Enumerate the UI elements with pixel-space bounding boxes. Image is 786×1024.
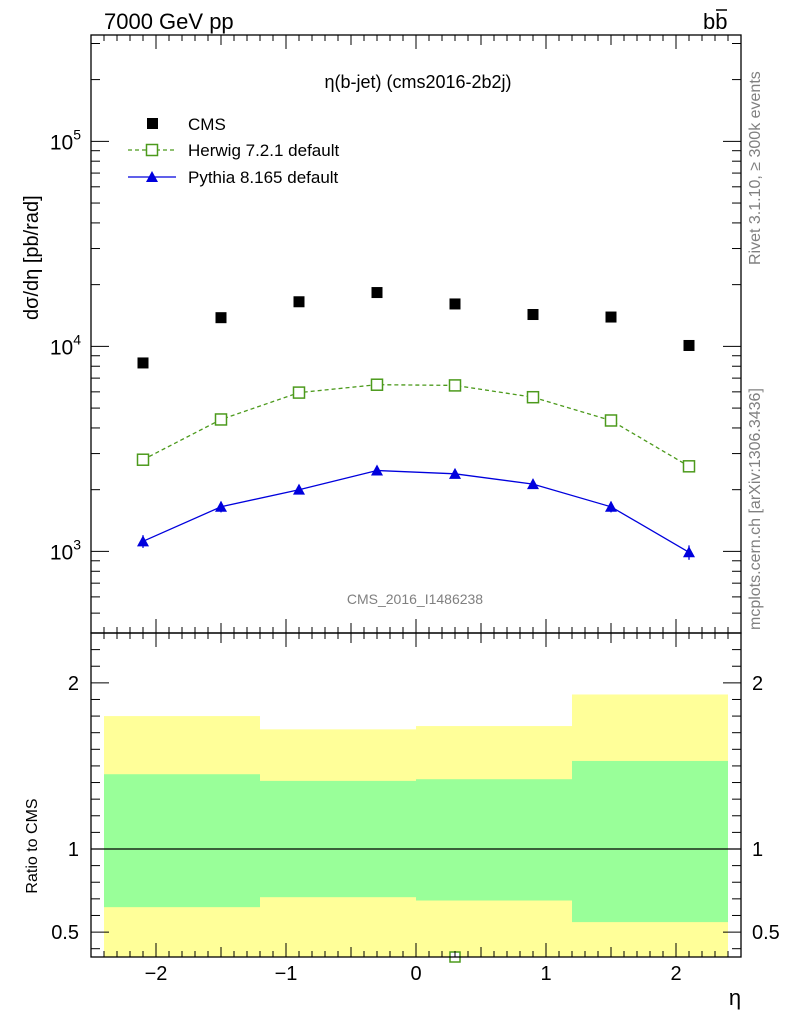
legend-cms-label: CMS	[188, 115, 226, 134]
green-band-0	[104, 774, 260, 908]
x-tick-label-1: −1	[275, 963, 298, 985]
green-band-3	[572, 760, 728, 923]
data-point-cms-3	[371, 287, 383, 299]
data-point-pythia-1	[215, 500, 227, 512]
data-point-pythia-3	[371, 464, 383, 476]
data-point-cms-0	[137, 357, 149, 369]
data-point-herwig-4	[448, 379, 462, 392]
data-point-pythia-2	[293, 483, 305, 495]
data-point-herwig-1	[214, 413, 228, 426]
data-point-pythia-0	[137, 535, 149, 547]
process-b: b	[703, 9, 715, 34]
data-point-cms-6	[605, 311, 617, 323]
header-process-label: bb	[703, 9, 728, 34]
ytick-base: 10	[50, 131, 73, 154]
data-point-herwig-0	[136, 453, 150, 466]
data-point-cms-4	[449, 298, 461, 310]
main-ytick-label-1: 104	[50, 331, 81, 359]
green-band-1	[260, 780, 416, 898]
ratio-ytick-label-right-1: 1	[752, 839, 763, 861]
ytick-exponent: 5	[73, 126, 81, 142]
data-point-pythia-5	[527, 478, 539, 490]
main-y-axis-label: dσ/dη [pb/rad]	[21, 195, 43, 320]
data-point-herwig-5	[526, 390, 540, 404]
data-point-herwig-2	[292, 386, 306, 399]
legend-pythia-label: Pythia 8.165 default	[188, 168, 339, 187]
ratio-ytick-label-right-0: 0.5	[752, 922, 780, 944]
data-point-pythia-4	[449, 467, 461, 479]
green-band-2	[416, 779, 572, 901]
main-ytick-label-0: 103	[50, 536, 81, 564]
ytick-base: 10	[50, 541, 73, 564]
data-point-herwig-6	[604, 414, 618, 427]
ratio-ytick-label-left-1: 1	[68, 839, 79, 861]
analysis-watermark: CMS_2016_I1486238	[347, 591, 483, 607]
ratio-ytick-label-left-2: 2	[68, 673, 79, 695]
x-tick-label-0: −2	[145, 963, 168, 985]
x-tick-label-3: 1	[540, 963, 551, 985]
data-point-cms-5	[527, 309, 539, 321]
mcplots-label: mcplots.cern.ch [arXiv:1306.3436]	[747, 388, 764, 630]
data-point-herwig-3	[370, 378, 384, 391]
data-point-cms-1	[215, 312, 227, 324]
data-point-herwig-7	[682, 460, 696, 473]
rivet-label: Rivet 3.1.10, ≥ 300k events	[747, 71, 764, 265]
series-line-1	[142, 384, 690, 467]
data-point-cms-2	[293, 296, 305, 308]
ratio-ytick-label-left-0: 0.5	[51, 922, 79, 944]
x-axis-label: η	[729, 985, 741, 1010]
ytick-exponent: 4	[73, 331, 81, 347]
ratio-panel: 0.5 0.5 1 1 2 2 −2 −1 0 1 2	[51, 632, 780, 985]
ratio-y-axis-label: Ratio to CMS	[24, 798, 41, 893]
legend-herwig-marker	[145, 143, 159, 157]
data-point-pythia-6	[605, 500, 617, 512]
ytick-base: 10	[50, 336, 73, 359]
data-point-cms-7	[683, 339, 695, 351]
series-line-2	[142, 469, 690, 553]
ytick-exponent: 3	[73, 536, 81, 552]
x-tick-label-2: 0	[410, 963, 421, 985]
header-energy-label: 7000 GeV pp	[104, 9, 234, 34]
main-title: η(b-jet) (cms2016-2b2j)	[324, 72, 511, 92]
process-bbar: b	[715, 9, 727, 34]
legend-pythia-marker	[146, 171, 158, 182]
legend-cms-marker	[147, 118, 158, 129]
x-tick-label-4: 2	[670, 963, 681, 985]
main-ytick-label-2: 105	[50, 126, 81, 154]
ratio-ytick-label-right-2: 2	[752, 673, 763, 695]
legend-herwig-label: Herwig 7.2.1 default	[188, 141, 339, 160]
data-point-pythia-7	[683, 546, 695, 558]
legend: CMS Herwig 7.2.1 default Pythia 8.165 de…	[128, 115, 339, 187]
